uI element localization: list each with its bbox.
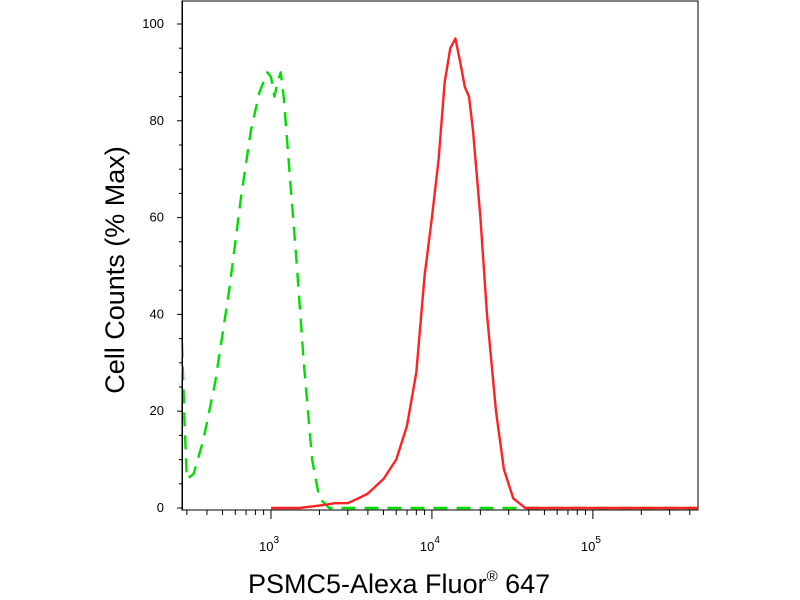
y-tick-label: 40 bbox=[150, 306, 164, 321]
x-axis-title-superscript: ® bbox=[487, 568, 498, 585]
y-tick-label: 100 bbox=[142, 16, 164, 31]
y-axis-title: Cell Counts (% Max) bbox=[100, 146, 130, 394]
y-tick-label: 80 bbox=[150, 113, 164, 128]
x-axis-title-suffix: 647 bbox=[498, 569, 551, 599]
series-line-1 bbox=[180, 71, 698, 510]
y-tick-label: 20 bbox=[150, 403, 164, 418]
x-tick-label: 103 bbox=[259, 535, 279, 554]
x-axis-title: PSMC5-Alexa Fluor® 647 bbox=[248, 568, 550, 599]
series-layer bbox=[180, 37, 698, 510]
series-line-2 bbox=[271, 37, 698, 510]
x-tick-label: 105 bbox=[581, 535, 601, 554]
plot-frame bbox=[181, 0, 699, 511]
y-tick-label: 0 bbox=[157, 500, 164, 515]
x-axis-ticks: 103 104 105 bbox=[186, 510, 691, 554]
x-axis-title-main: PSMC5-Alexa Fluor bbox=[248, 569, 487, 599]
x-tick-label: 104 bbox=[420, 535, 440, 554]
y-tick-label: 60 bbox=[150, 210, 164, 225]
y-axis-ticks: 0 20 40 60 80 100 bbox=[142, 1, 183, 515]
